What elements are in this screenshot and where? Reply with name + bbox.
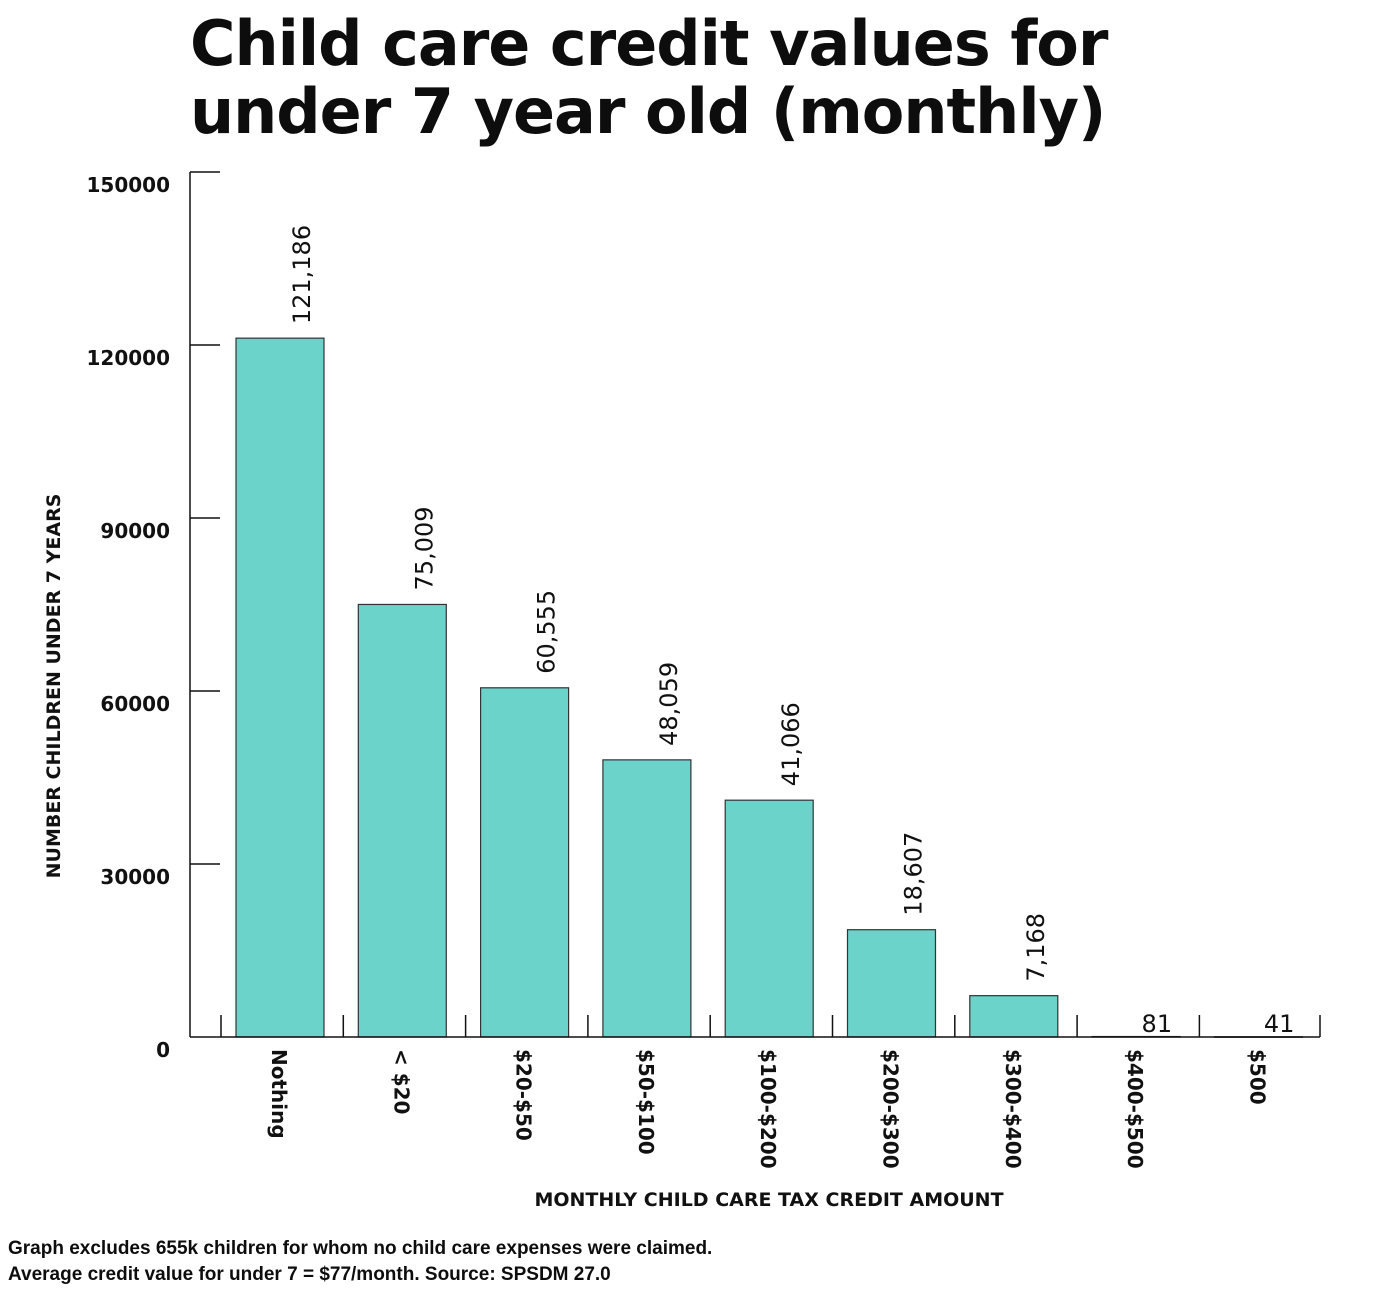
bar-value-label: 75,009 <box>410 506 438 590</box>
bar <box>480 687 570 1038</box>
x-tick-label: Nothing <box>267 1049 291 1139</box>
footnote-line-2: Average credit value for under 7 = $77/m… <box>8 1264 611 1285</box>
x-tick-label: $500 <box>1245 1049 1269 1105</box>
x-axis: Nothing < $20 $20-$50 $50-$100 $100-$200 $200… <box>190 1015 1321 1169</box>
y-tick-label: 120000 <box>87 346 171 370</box>
bar-value-label: 48,059 <box>655 662 683 746</box>
bar-value-label: 41 <box>1264 1010 1295 1038</box>
chart-title: Child care credit values for under 7 yea… <box>190 10 1290 146</box>
y-axis: 0 30000 60000 90000 120000 150000 <box>87 171 220 1062</box>
bars: 121,186 75,009 60,555 48,059 41,066 18,607 7,1… <box>235 225 1304 1038</box>
footnote-line-1: Graph excludes 655k children for whom no… <box>8 1238 713 1259</box>
bar <box>969 995 1059 1038</box>
y-axis-label: NUMBER CHILDREN UNDER 7 YEARS <box>43 494 65 879</box>
bar <box>602 759 692 1038</box>
x-tick-label: $200-$300 <box>879 1049 903 1169</box>
chart-title-line-2: under 7 year old (monthly) <box>190 75 1106 148</box>
bar <box>724 799 814 1038</box>
bar <box>357 603 447 1038</box>
y-tick-label: 150000 <box>87 173 171 197</box>
x-tick-label: < $20 <box>389 1049 413 1114</box>
bar <box>235 337 325 1038</box>
x-tick-label: $100-$200 <box>756 1049 780 1169</box>
y-tick-label: 90000 <box>100 519 170 543</box>
chart-title-line-1: Child care credit values for <box>190 7 1108 80</box>
bar-value-label: 18,607 <box>900 832 928 916</box>
y-tick-label: 60000 <box>100 692 170 716</box>
y-tick-label: 30000 <box>100 865 170 889</box>
bar-value-label: 81 <box>1142 1010 1173 1038</box>
x-tick-label: $20-$50 <box>512 1049 536 1141</box>
bar-value-label: 41,066 <box>777 702 805 786</box>
x-axis-label: MONTHLY CHILD CARE TAX CREDIT AMOUNT <box>534 1189 1003 1211</box>
bar-value-label: 7,168 <box>1022 913 1050 982</box>
x-tick-label: $300-$400 <box>1001 1049 1025 1169</box>
bar-value-label: 60,555 <box>533 590 561 674</box>
bar-value-label: 121,186 <box>288 225 316 324</box>
footnote: Graph excludes 655k children for whom no… <box>8 1236 712 1288</box>
x-tick-label: $400-$500 <box>1123 1049 1147 1169</box>
bar <box>846 929 937 1038</box>
x-tick-label: $50-$100 <box>634 1049 658 1155</box>
bar-chart: 0 30000 60000 90000 120000 150000 121,186 75,0… <box>43 171 1321 1211</box>
y-tick-label: 0 <box>156 1038 170 1062</box>
